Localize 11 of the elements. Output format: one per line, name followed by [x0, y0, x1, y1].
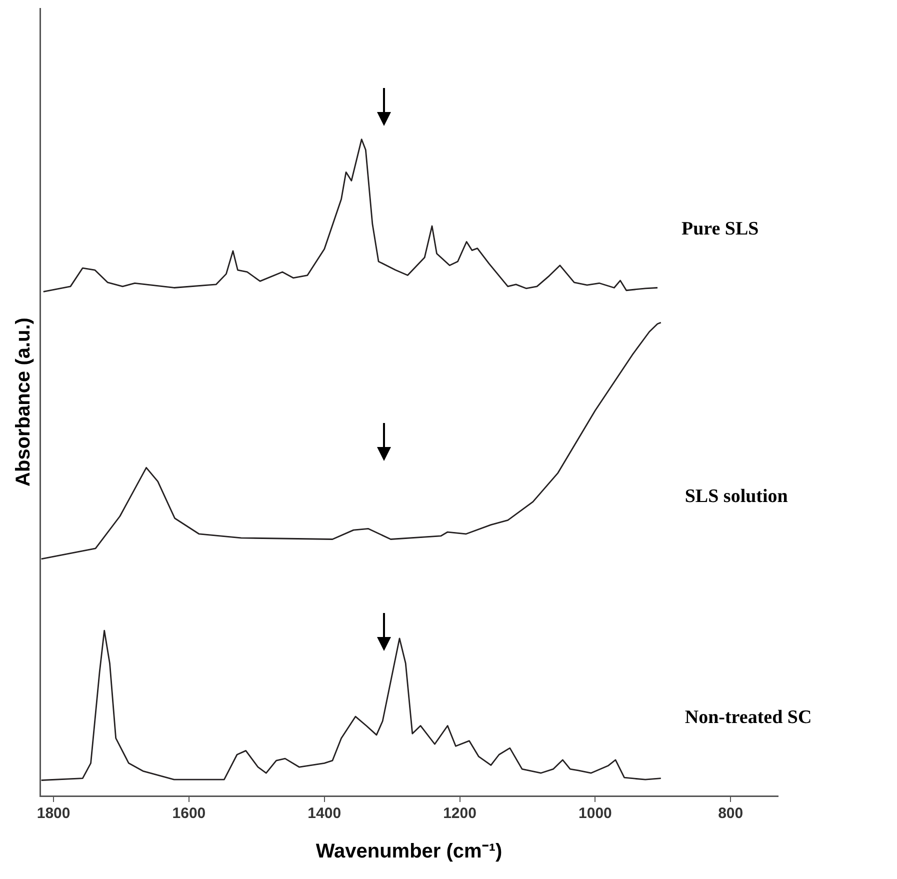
x-tick-label: 1400	[308, 805, 342, 822]
text: Non-treated SC	[684, 707, 812, 728]
x-tick-label: 1600	[172, 805, 206, 822]
x-tick-label: 800	[718, 805, 744, 822]
x-tick-label: 1000	[578, 805, 612, 822]
x-tick-label: 1200	[443, 805, 476, 822]
x-tick-label: 1800	[36, 805, 70, 822]
x-axis-title: Wavenumber (cm⁻¹)	[316, 840, 502, 863]
text: SLS solution	[684, 486, 788, 507]
y-axis-title: Absorbance (a.u.)	[12, 318, 35, 486]
text: Pure SLS	[681, 218, 759, 240]
